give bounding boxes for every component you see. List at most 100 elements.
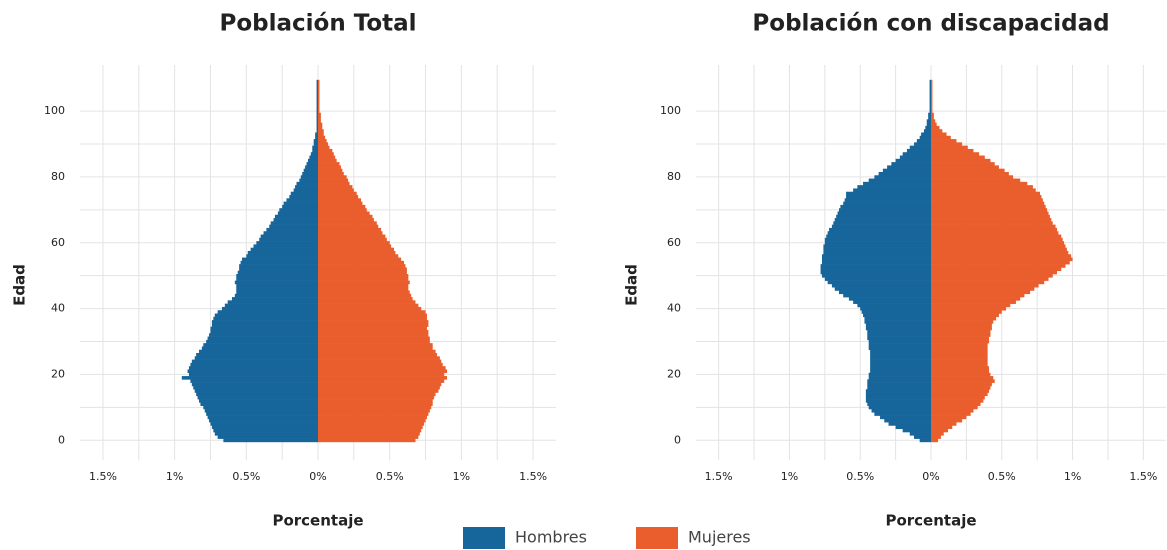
bar [318, 171, 344, 176]
bar [827, 231, 931, 235]
bar [931, 254, 1072, 258]
chart-title: Población con discapacidad [752, 11, 1109, 37]
bar [931, 333, 991, 337]
bar [821, 260, 931, 265]
bar [831, 283, 931, 288]
bar [318, 175, 347, 179]
bar [914, 435, 931, 439]
bar [318, 339, 430, 344]
bar [925, 125, 931, 130]
bar [313, 139, 318, 143]
x-axis-label: Porcentaje [885, 512, 976, 530]
bar [318, 162, 340, 166]
bar [824, 241, 931, 245]
bar [931, 168, 1005, 173]
bar [318, 300, 416, 304]
bar [931, 399, 984, 403]
bar [865, 399, 931, 403]
bar [865, 323, 931, 327]
bar [931, 234, 1062, 239]
bar [931, 155, 985, 160]
bar [318, 152, 334, 156]
x-tick-label: 0% [922, 470, 939, 483]
bar [929, 99, 931, 104]
bar [870, 353, 931, 357]
x-tick-label: 1.5% [705, 470, 733, 483]
bar [921, 132, 931, 137]
bar [318, 102, 320, 107]
bar [931, 323, 992, 327]
bar [283, 201, 318, 206]
bar [210, 329, 318, 334]
bar [902, 152, 931, 156]
bar [318, 142, 329, 146]
bar [931, 412, 971, 416]
bar [318, 372, 445, 377]
bar [231, 297, 318, 301]
bar [318, 415, 427, 420]
bar [931, 191, 1041, 196]
y-tick-label: 80 [667, 170, 681, 183]
bar [240, 260, 318, 265]
bar [318, 191, 357, 196]
bar [302, 171, 318, 176]
bar [853, 188, 931, 193]
bar [931, 178, 1021, 183]
bar [318, 408, 430, 413]
bar [931, 274, 1053, 278]
bar [931, 376, 994, 380]
bar [290, 191, 318, 196]
bar [865, 392, 931, 397]
bar [239, 264, 318, 268]
bar [824, 237, 931, 242]
bar [318, 333, 429, 337]
bar [306, 162, 318, 166]
bar [316, 122, 318, 127]
bar [931, 280, 1045, 285]
bar [931, 343, 988, 347]
bar [840, 204, 931, 209]
bar [909, 432, 931, 436]
bar [931, 208, 1048, 212]
bar [318, 438, 416, 443]
bar [273, 218, 318, 222]
bar [931, 369, 990, 374]
bar [821, 274, 931, 278]
bar [931, 221, 1053, 225]
bar [214, 313, 318, 318]
bar [931, 109, 933, 114]
bar [190, 379, 318, 383]
bar [318, 376, 448, 380]
legend-swatch-mujeres [636, 527, 678, 549]
bar [223, 438, 318, 443]
bar [931, 227, 1057, 232]
bar [209, 333, 318, 337]
bar [931, 201, 1045, 206]
bar [307, 158, 318, 163]
bar [931, 247, 1067, 252]
bar [931, 293, 1025, 298]
bar [315, 135, 318, 140]
bar [217, 435, 318, 439]
bar [318, 418, 426, 423]
bar [236, 287, 318, 291]
bar [217, 310, 318, 314]
x-tick-label: 0.5% [988, 470, 1016, 483]
bar [316, 119, 318, 123]
y-tick-label: 0 [58, 433, 65, 446]
bar [234, 280, 318, 285]
bar [318, 188, 354, 193]
x-tick-label: 0% [309, 470, 326, 483]
bar [318, 264, 406, 268]
bar [211, 323, 318, 327]
bar [909, 145, 931, 150]
bar [318, 412, 429, 416]
bar [931, 300, 1016, 304]
y-tick-label: 0 [674, 433, 681, 446]
bar [926, 119, 931, 123]
bar [318, 316, 427, 321]
bar [318, 218, 374, 222]
bar [931, 372, 991, 377]
bar [318, 303, 419, 308]
bar [931, 83, 933, 87]
